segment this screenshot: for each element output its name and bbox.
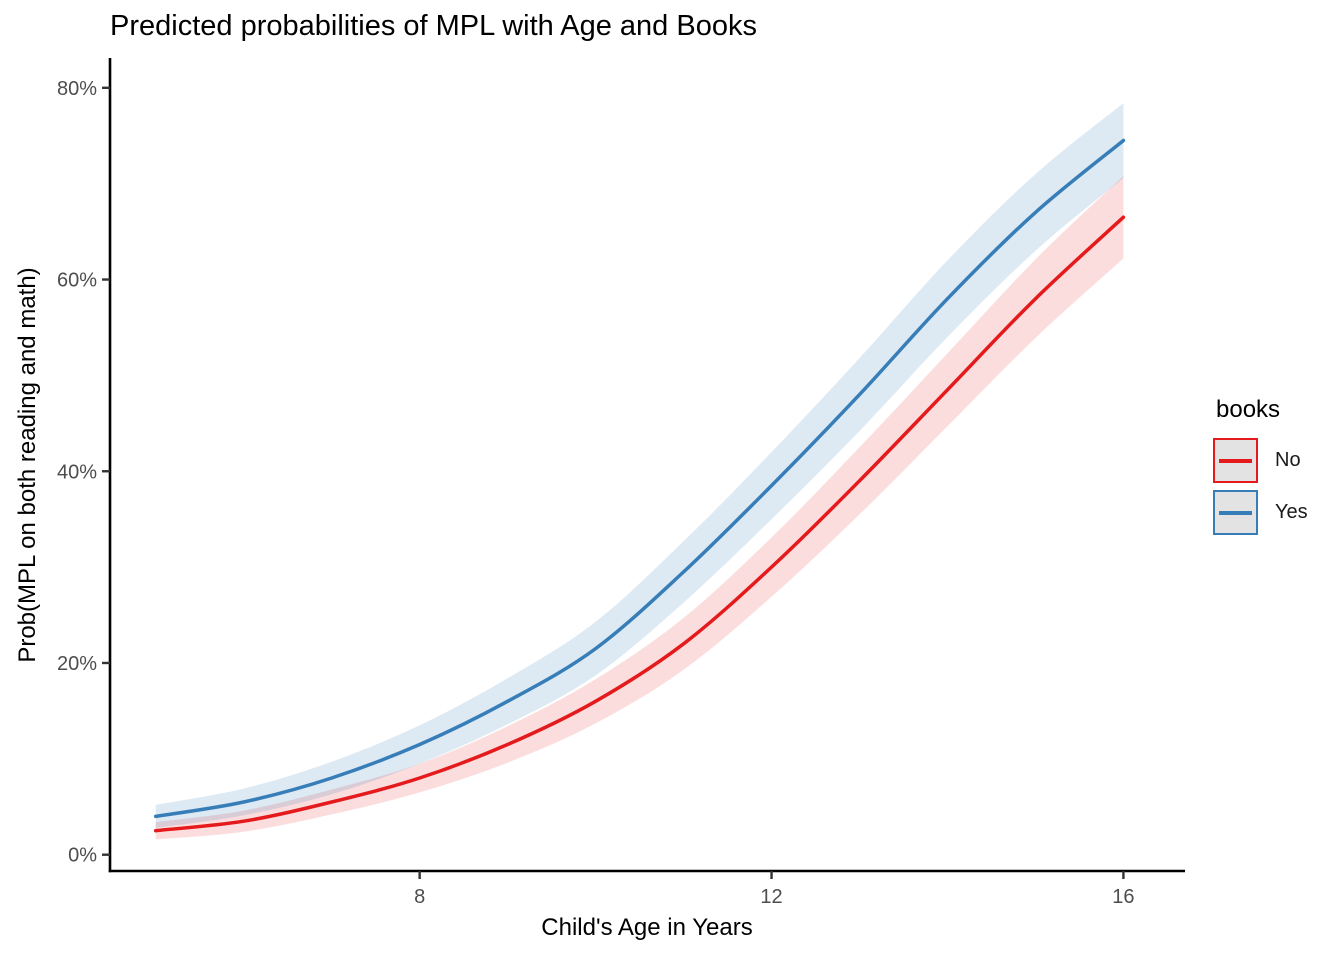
legend-label-no: No <box>1275 449 1301 471</box>
x-tick-label: 8 <box>414 886 425 908</box>
legend-key-yes <box>1213 490 1258 535</box>
y-tick-label: 40% <box>57 461 97 483</box>
legend-key-no <box>1213 438 1258 483</box>
line-yes <box>153 138 1126 819</box>
legend-title: books <box>1216 396 1281 423</box>
legend-entries: No Yes <box>1213 438 1338 535</box>
y-tick-label: 80% <box>57 78 97 100</box>
y-tick-label: 20% <box>57 653 97 675</box>
legend-entry-no: No <box>1213 438 1338 483</box>
legend-key-line-no <box>1219 458 1252 463</box>
y-tick-label: 0% <box>68 845 97 867</box>
legend-label-yes: Yes <box>1275 501 1308 523</box>
line-no <box>153 215 1126 833</box>
x-axis-label: Child's Age in Years <box>541 914 753 941</box>
legend-key-line-yes <box>1219 510 1252 515</box>
legend-entry-yes: Yes <box>1213 490 1338 535</box>
chart-title: Predicted probabilities of MPL with Age … <box>110 10 757 42</box>
x-tick-label: 16 <box>1112 886 1134 908</box>
legend: books No Yes <box>1213 396 1338 542</box>
y-axis-label: Prob(MPL on both reading and math) <box>14 267 41 663</box>
x-tick-label: 12 <box>760 886 782 908</box>
ci-ribbon-yes <box>155 103 1124 828</box>
y-tick-label: 60% <box>57 270 97 292</box>
